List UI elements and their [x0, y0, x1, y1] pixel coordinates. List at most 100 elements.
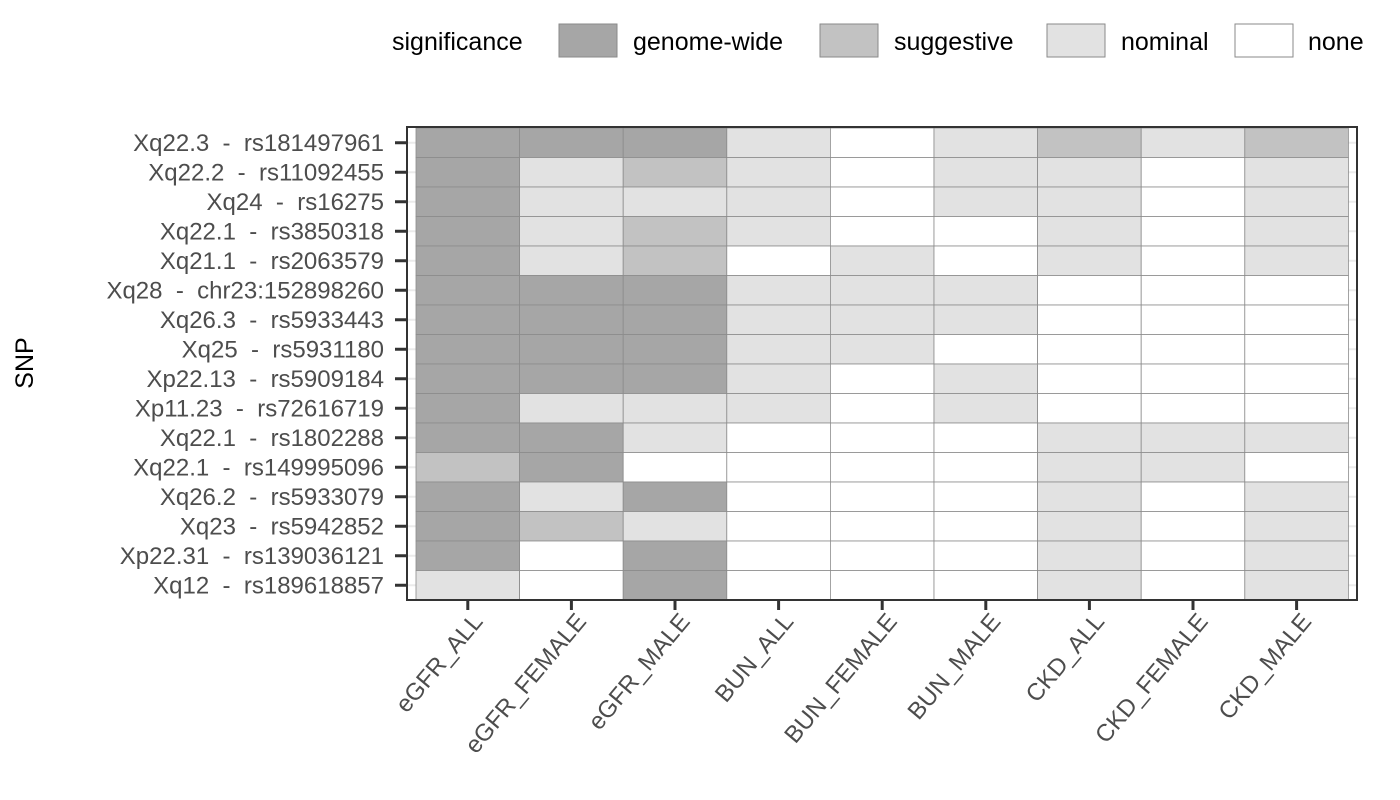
- heatmap-cell: [1244, 363, 1349, 394]
- heatmap-cell: [830, 481, 935, 512]
- heatmap-cell: [1140, 157, 1246, 188]
- heatmap-cell: [1140, 127, 1246, 158]
- heatmap-cell: [415, 127, 520, 158]
- heatmap-cell: [726, 157, 831, 188]
- y-tick-label: Xq28 - chr23:152898260: [106, 277, 384, 304]
- heatmap-cell: [415, 216, 520, 247]
- heatmap-cell: [415, 245, 520, 276]
- heatmap-cell: [830, 275, 935, 306]
- heatmap-cell: [933, 393, 1038, 424]
- heatmap-cell: [1244, 393, 1349, 424]
- heatmap-cell: [415, 334, 520, 365]
- heatmap-cell: [519, 422, 624, 453]
- heatmap-cell: [726, 481, 831, 512]
- heatmap-cell: [622, 363, 728, 394]
- heatmap-cell: [1244, 157, 1349, 188]
- heatmap-cell: [1140, 452, 1246, 483]
- heatmap-cell: [1037, 570, 1142, 601]
- heatmap-cell: [622, 393, 728, 424]
- heatmap-cell: [830, 216, 935, 247]
- legend-label-nominal: nominal: [1121, 28, 1209, 56]
- heatmap-cell: [622, 422, 728, 453]
- heatmap-cell: [1140, 481, 1246, 512]
- heatmap-cell: [519, 186, 624, 217]
- heatmap-cell: [519, 393, 624, 424]
- heatmap-cell: [726, 304, 831, 335]
- heatmap-cell: [1140, 304, 1246, 335]
- y-tick-label: Xq26.2 - rs5933079: [160, 484, 384, 511]
- y-tick-label: Xp11.23 - rs72616719: [135, 395, 384, 422]
- y-tick-label: Xq21.1 - rs2063579: [160, 248, 384, 275]
- legend-label-none: none: [1308, 28, 1364, 56]
- heatmap-cell: [1244, 127, 1349, 158]
- y-tick-label: Xq25 - rs5931180: [182, 336, 384, 363]
- legend-key-nominal: [1046, 23, 1106, 58]
- heatmap-cell: [622, 157, 728, 188]
- heatmap-cell: [1037, 245, 1142, 276]
- heatmap-cell: [726, 127, 831, 158]
- heatmap-cell: [726, 511, 831, 542]
- y-tick-label: Xq24 - rs16275: [207, 189, 384, 216]
- heatmap-cell: [726, 275, 831, 306]
- heatmap-cell: [933, 570, 1038, 601]
- x-tick-label: CKD_MALE: [1213, 609, 1317, 725]
- heatmap-cell: [519, 157, 624, 188]
- heatmap-cell: [726, 540, 831, 571]
- heatmap-cell: [1037, 511, 1142, 542]
- y-axis-title-group: SNP: [11, 337, 39, 388]
- heatmap-cell: [726, 452, 831, 483]
- x-tick-label: BUN_ALL: [710, 609, 799, 708]
- heatmap-cell: [415, 481, 520, 512]
- legend-key-none: [1234, 23, 1294, 58]
- heatmap-cell: [1140, 570, 1246, 601]
- heatmap-cell: [830, 452, 935, 483]
- heatmap-cell: [933, 452, 1038, 483]
- heatmap-cell: [1140, 393, 1246, 424]
- y-tick-label: Xq22.1 - rs1802288: [160, 425, 384, 452]
- heatmap-cell: [519, 245, 624, 276]
- heatmap-cell: [933, 127, 1038, 158]
- heatmap-cell: [1244, 216, 1349, 247]
- heatmap-cell: [1140, 245, 1246, 276]
- heatmap-cell: [830, 127, 935, 158]
- heatmap-cell: [1140, 363, 1246, 394]
- heatmap-cell: [830, 186, 935, 217]
- heatmap-cell: [622, 334, 728, 365]
- heatmap-cell: [726, 216, 831, 247]
- heatmap-cell: [415, 393, 520, 424]
- heatmap-cell: [622, 511, 728, 542]
- heatmap-cell: [830, 393, 935, 424]
- y-tick-label: Xp22.31 - rs139036121: [120, 543, 384, 570]
- heatmap-cell: [1140, 422, 1246, 453]
- heatmap-cell: [622, 127, 728, 158]
- heatmap-cell: [415, 363, 520, 394]
- legend-key-suggestive: [819, 23, 879, 58]
- heatmap-cell: [1037, 275, 1142, 306]
- heatmap-cell: [622, 481, 728, 512]
- heatmap-cell: [1244, 481, 1349, 512]
- heatmap-panel: [406, 126, 1358, 601]
- y-axis-title: SNP: [11, 337, 39, 388]
- y-tick-label: Xq23 - rs5942852: [180, 513, 384, 540]
- heatmap-cell: [830, 304, 935, 335]
- x-tick-label: CKD_ALL: [1021, 609, 1110, 708]
- heatmap-cell: [1140, 186, 1246, 217]
- heatmap-cell: [1037, 393, 1142, 424]
- heatmap-cell: [1244, 186, 1349, 217]
- heatmap-cell: [519, 216, 624, 247]
- heatmap-cell: [726, 570, 831, 601]
- y-tick-label: Xp22.13 - rs5909184: [146, 366, 384, 393]
- heatmap-cell: [415, 186, 520, 217]
- heatmap-cell: [933, 481, 1038, 512]
- y-tick-label: Xq26.3 - rs5933443: [160, 307, 384, 334]
- heatmap-cell: [1244, 452, 1349, 483]
- heatmap-cell: [1140, 275, 1246, 306]
- heatmap-cell: [519, 334, 624, 365]
- heatmap-cell: [830, 511, 935, 542]
- heatmap-cell: [830, 363, 935, 394]
- heatmap-cell: [519, 363, 624, 394]
- heatmap-cell: [933, 540, 1038, 571]
- heatmap-cell: [1037, 452, 1142, 483]
